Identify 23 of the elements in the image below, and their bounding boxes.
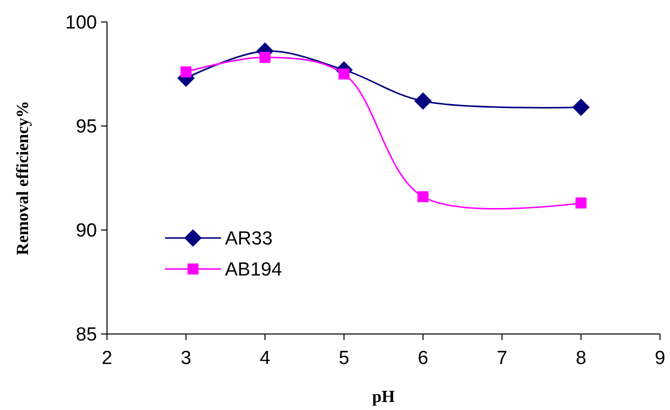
- y-tick-label: 90: [76, 220, 97, 242]
- x-tick-label: 7: [496, 348, 508, 369]
- point: [260, 52, 270, 63]
- x-axis-title: pH: [372, 387, 395, 406]
- x-tick-label: 2: [102, 348, 112, 369]
- x-tick-label: 8: [576, 348, 586, 369]
- legend-label: AR33: [225, 228, 273, 250]
- point: [180, 66, 192, 78]
- y-tick-label: 100: [65, 12, 97, 34]
- y-tick-label: 95: [76, 116, 97, 138]
- x-tick-label: 9: [654, 348, 666, 369]
- y-tick-label: 85: [76, 324, 97, 346]
- point: [418, 191, 428, 202]
- point: [338, 68, 350, 80]
- y-axis-title: Removal efficiency%: [13, 100, 32, 256]
- x-tick-label: 4: [260, 348, 271, 369]
- point: [572, 98, 590, 116]
- x-tick-label: 5: [338, 348, 350, 369]
- point: [414, 92, 432, 110]
- point: [576, 197, 586, 208]
- legend-label: AB194: [225, 260, 282, 281]
- x-tick-label: 6: [418, 348, 428, 369]
- x-tick-label: 3: [180, 348, 192, 369]
